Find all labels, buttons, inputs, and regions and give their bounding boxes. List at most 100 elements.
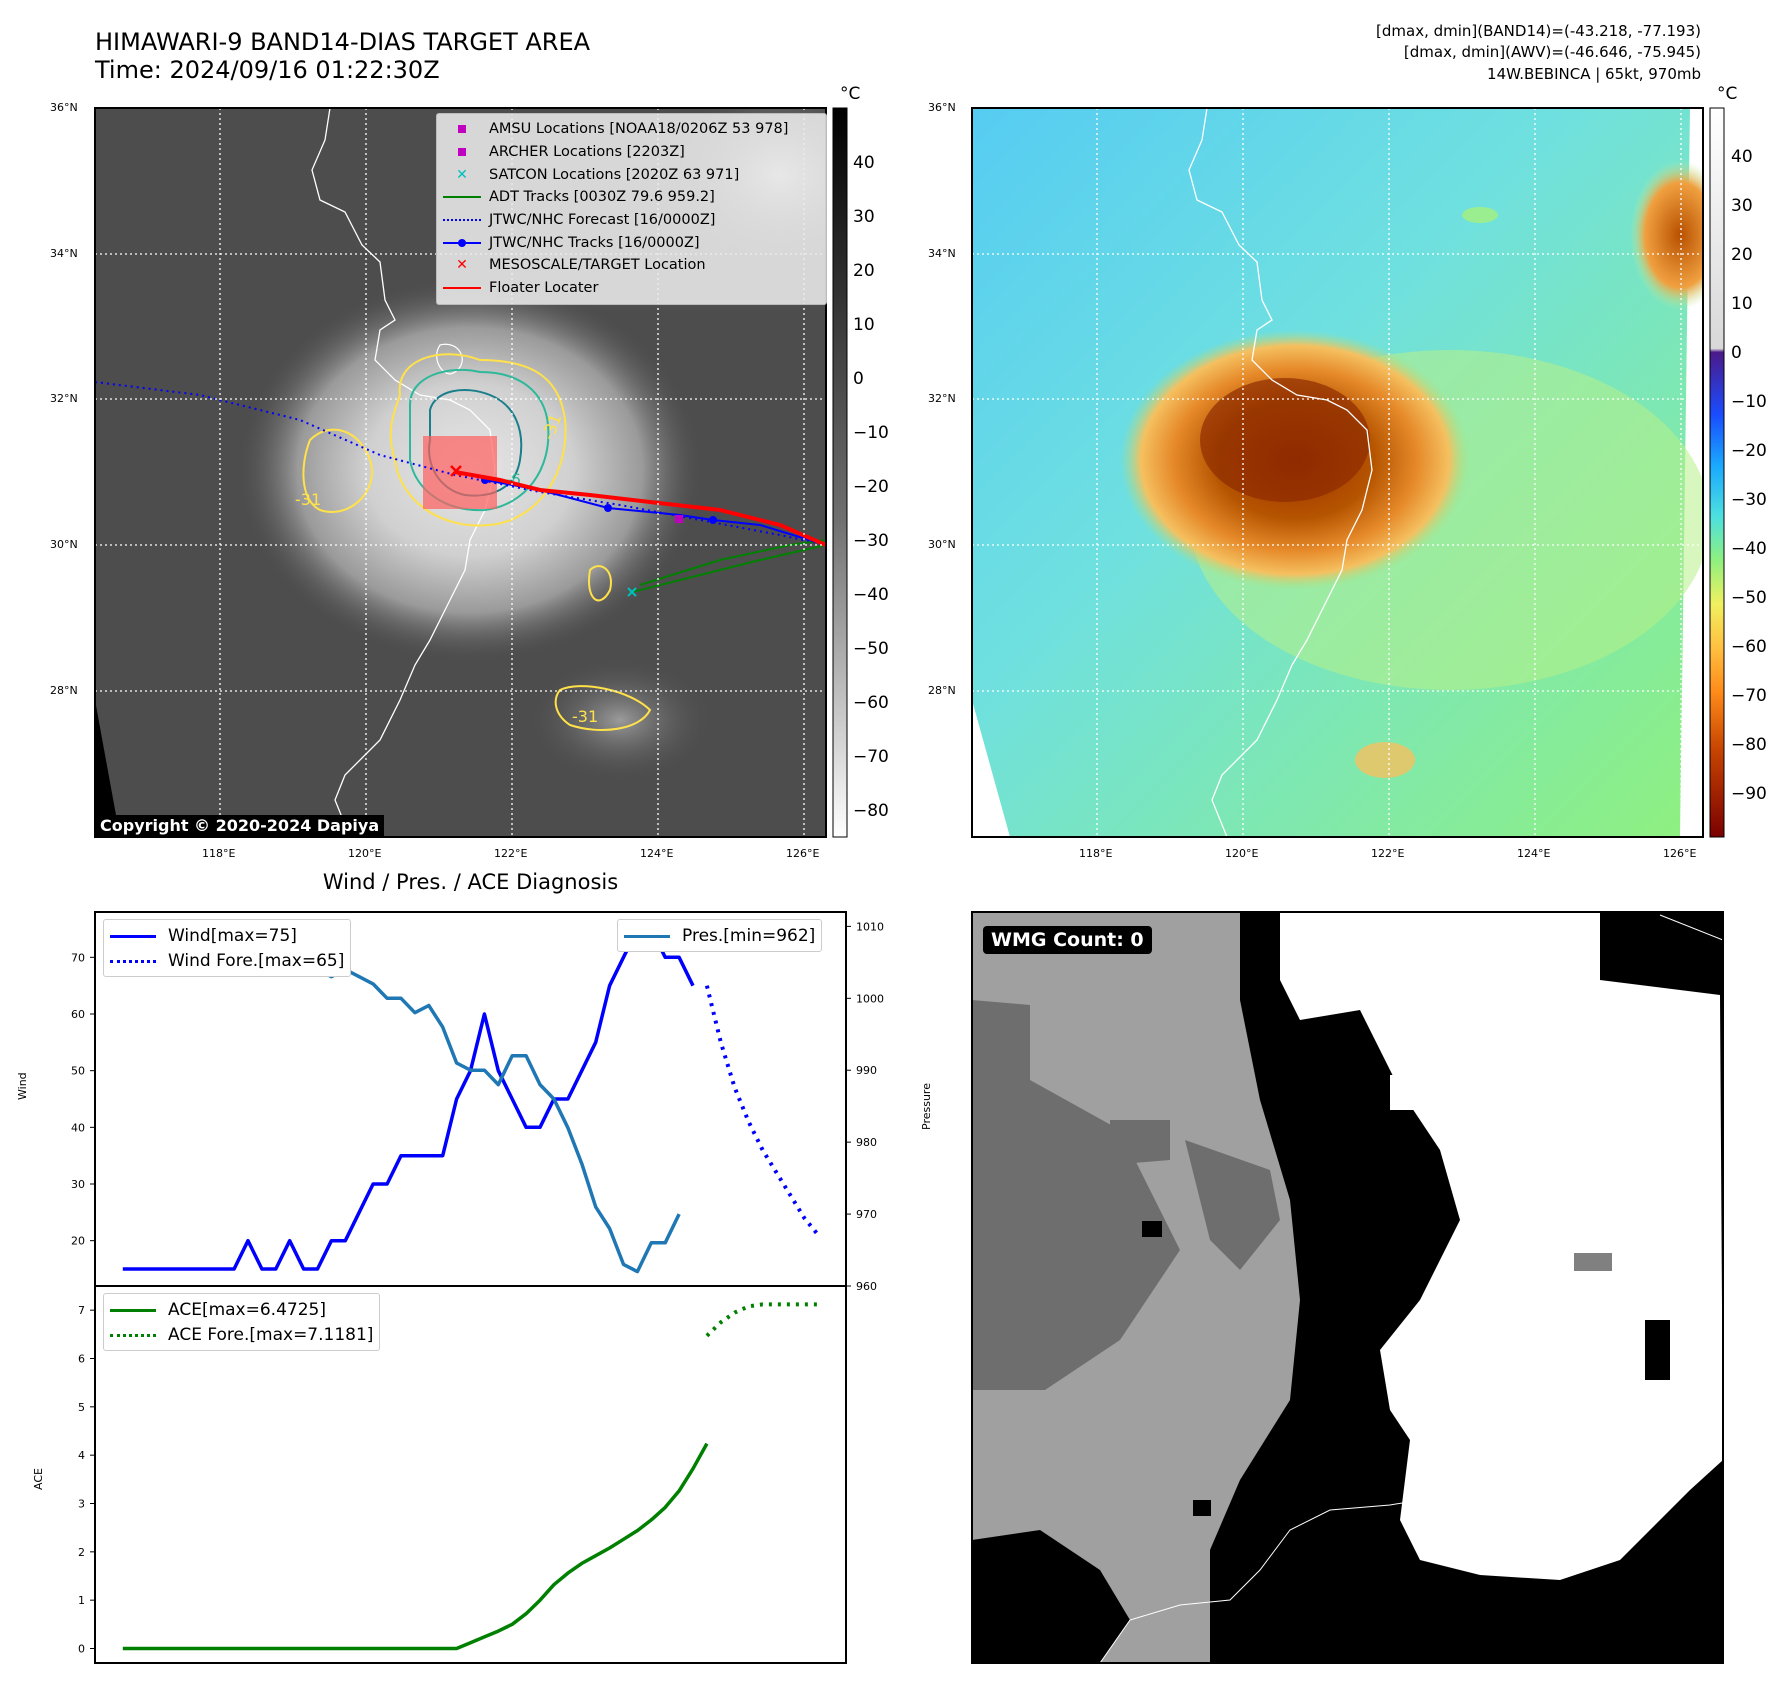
- ir-colorbar-tick: −40: [853, 585, 889, 605]
- legend-item-mesoscale: ✕ MESOSCALE/TARGET Location: [443, 254, 820, 277]
- y-tick-label: 20: [71, 1235, 85, 1248]
- awv-colorbar-tick: −10: [1731, 392, 1767, 412]
- ir-lon-label: 118°E: [202, 847, 236, 860]
- amsu-location-marker: [675, 515, 683, 523]
- wmg-black-patch: [972, 1530, 1130, 1663]
- y-tick-label: 70: [71, 951, 85, 964]
- y-right-tick-label: 1010: [856, 920, 884, 933]
- jtwc-forecast-track: [95, 381, 826, 546]
- mesoscale-target-marker: [450, 465, 462, 477]
- series-line-wind-fore-: [704, 985, 820, 1237]
- ir-colorbar-tick: 0: [853, 369, 864, 389]
- awv-colorbar-tick: 0: [1731, 343, 1742, 363]
- ir-coastline: [311, 108, 496, 837]
- wind-axis-label: Wind: [16, 1072, 29, 1100]
- wmg-coastline: [1479, 969, 1581, 1031]
- y-tick-label: 50: [71, 1065, 85, 1078]
- wmg-panel: [972, 912, 1723, 1663]
- awv-colorbar-tick: −70: [1731, 686, 1767, 706]
- wmg-coastline: [1659, 914, 1723, 941]
- awv-lon-label: 124°E: [1517, 847, 1551, 860]
- ir-lon-label: 126°E: [786, 847, 820, 860]
- satcon-location-marker: [627, 587, 637, 597]
- legend-item-pressure: Pres.[min=962]: [624, 923, 815, 948]
- ir-south-cloud: [530, 660, 710, 780]
- pressure-legend: Pres.[min=962]: [617, 919, 823, 952]
- awv-island-feature: [1462, 207, 1498, 223]
- ir-colorbar-unit: °C: [840, 84, 861, 104]
- y-tick-label: 60: [71, 1008, 85, 1021]
- ace-axis-label: ACE: [32, 1468, 45, 1490]
- ir-contour-south: [554, 685, 652, 731]
- awv-colorbar-unit: °C: [1717, 84, 1738, 104]
- legend-item-adt: ADT Tracks [0030Z 79.6 959.2]: [443, 186, 820, 209]
- ir-colorbar: [832, 107, 848, 838]
- ir-colorbar-tick: −20: [853, 477, 889, 497]
- awv-lon-label: 120°E: [1225, 847, 1259, 860]
- legend-item-jtwc-forecast: JTWC/NHC Forecast [16/0000Z]: [443, 209, 820, 232]
- wmg-dark-gray-patch: [1110, 1120, 1170, 1165]
- y-tick-label: 7: [78, 1304, 85, 1317]
- wmg-frame: [971, 911, 1724, 1664]
- map-legend: AMSU Locations [NOAA18/0206Z 53 978] ARC…: [436, 113, 827, 305]
- awv-map-panel: [972, 108, 1703, 837]
- x-marker-icon: ✕: [456, 166, 468, 183]
- wmg-black-cell: [1193, 1500, 1211, 1516]
- dotted-line-icon: [443, 213, 481, 227]
- wind-legend: Wind[max=75] Wind Fore.[max=65]: [103, 919, 352, 977]
- y-tick-label: 3: [78, 1498, 85, 1511]
- wmg-black-cell: [1218, 1533, 1236, 1549]
- legend-item-floater: Floater Locater: [443, 277, 820, 300]
- dotted-line-icon: [110, 1330, 156, 1340]
- awv-colorbar-tick: −20: [1731, 441, 1767, 461]
- legend-label: MESOSCALE/TARGET Location: [489, 257, 706, 274]
- ir-lat-label: 36°N: [50, 101, 78, 114]
- ace-chart-frame: [94, 1285, 847, 1664]
- ir-lon-label: 120°E: [348, 847, 382, 860]
- ir-colorbar-tick: −70: [853, 747, 889, 767]
- awv-colorbar-tick: −90: [1731, 784, 1767, 804]
- ir-contour-band: [588, 565, 612, 602]
- ir-colorbar-tick: −30: [853, 531, 889, 551]
- pressure-axis-label: Pressure: [920, 1083, 933, 1130]
- awv-colorbar-tick: −40: [1731, 539, 1767, 559]
- legend-item-jtwc-tracks: JTWC/NHC Tracks [16/0000Z]: [443, 231, 820, 254]
- legend-label: ACE Fore.[max=7.1181]: [168, 1324, 374, 1345]
- awv-colorbar-tick: −60: [1731, 637, 1767, 657]
- y-tick-label: 6: [78, 1353, 85, 1366]
- storm-info-text: 14W.BEBINCA | 65kt, 970mb: [1487, 65, 1701, 83]
- legend-label: AMSU Locations [NOAA18/0206Z 53 978]: [489, 121, 789, 138]
- ir-contour-label: -31: [295, 490, 321, 509]
- wmg-black-cell: [1645, 1320, 1670, 1380]
- adt-track: [639, 539, 826, 586]
- legend-label: Wind[max=75]: [168, 925, 297, 946]
- line-icon: [110, 931, 156, 941]
- wmg-coastline: [1099, 1499, 1421, 1663]
- legend-item-amsu: AMSU Locations [NOAA18/0206Z 53 978]: [443, 118, 820, 141]
- wmg-count-badge: WMG Count: 0: [983, 926, 1152, 954]
- ir-contour-label: -31: [572, 707, 598, 726]
- y-tick-label: 40: [71, 1121, 85, 1134]
- ir-colorbar-tick: −80: [853, 801, 889, 821]
- y-tick-label: 1: [78, 1594, 85, 1607]
- ir-colorbar-tick: 40: [853, 153, 875, 173]
- adt-track: [631, 544, 826, 593]
- y-right-tick-label: 990: [856, 1064, 877, 1077]
- series-line-pres-: [121, 925, 681, 1274]
- awv-colorbar-tick: −80: [1731, 735, 1767, 755]
- figure-title: HIMAWARI-9 BAND14-DIAS TARGET AREA: [95, 28, 591, 56]
- awv-coastline: [1188, 108, 1373, 837]
- series-line-ace-fore-: [705, 1302, 819, 1338]
- jtwc-track-point: [709, 516, 717, 524]
- awv-colorbar-tick: 20: [1731, 245, 1753, 265]
- ir-contour-outer: [389, 353, 567, 527]
- legend-item-archer: ARCHER Locations [2203Z]: [443, 141, 820, 164]
- awv-no-data-corner: [972, 700, 1010, 837]
- wmg-white-patch: [1390, 1075, 1430, 1110]
- line-icon: [624, 931, 670, 941]
- awv-lon-label: 122°E: [1371, 847, 1405, 860]
- awv-colorbar: [1709, 107, 1725, 838]
- legend-label: ACE[max=6.4725]: [168, 1299, 326, 1320]
- diagnosis-chart-title: Wind / Pres. / ACE Diagnosis: [322, 870, 619, 894]
- band14-range-text: [dmax, dmin](BAND14)=(-43.218, -77.193): [1376, 22, 1701, 40]
